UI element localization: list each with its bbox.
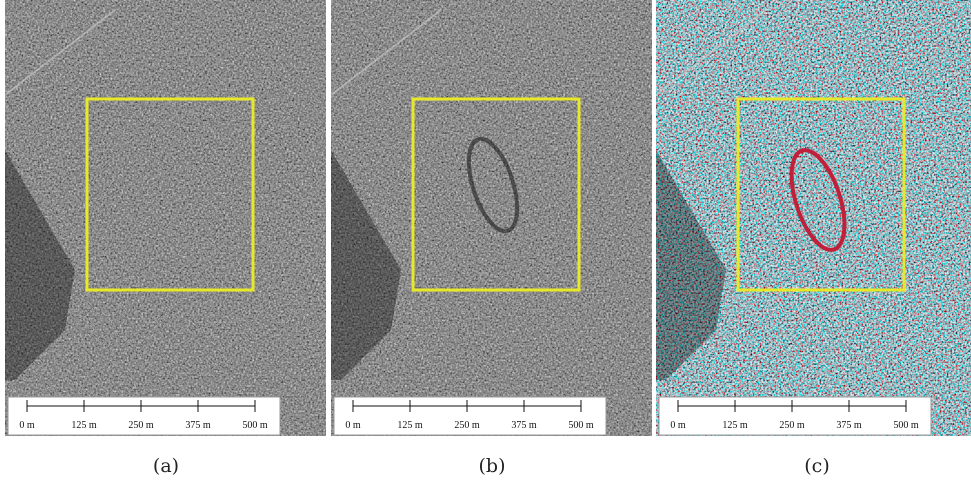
scale-label: 500 m [568, 420, 594, 431]
image-texture [5, 0, 326, 436]
scale-label: 0 m [345, 420, 361, 431]
scale-label: 500 m [893, 420, 919, 431]
scale-label: 125 m [397, 420, 423, 431]
panel: 0 m 125 m 250 m 375 m 500 m (a) [5, 0, 326, 477]
caption: (a) [153, 455, 179, 477]
figure: 0 m 125 m 250 m 375 m 500 m (a) 0 m 125 m 250 m 3… [0, 0, 971, 486]
panel: 0 m 125 m 250 m 375 m 500 m (c) [656, 0, 971, 477]
caption: (c) [804, 455, 829, 477]
scale-label: 125 m [71, 420, 97, 431]
scale-label: 0 m [670, 420, 686, 431]
image-texture [656, 0, 971, 436]
scale-label: 250 m [779, 420, 805, 431]
caption: (b) [479, 455, 506, 477]
scale-label: 375 m [185, 420, 211, 431]
panel: 0 m 125 m 250 m 375 m 500 m (b) [331, 0, 652, 477]
scale-label: 375 m [511, 420, 537, 431]
scale-label: 250 m [454, 420, 480, 431]
scale-label: 125 m [722, 420, 748, 431]
scale-label: 375 m [836, 420, 862, 431]
scale-label: 250 m [128, 420, 154, 431]
image-texture [331, 0, 652, 436]
scale-label: 0 m [19, 420, 35, 431]
scale-label: 500 m [242, 420, 268, 431]
